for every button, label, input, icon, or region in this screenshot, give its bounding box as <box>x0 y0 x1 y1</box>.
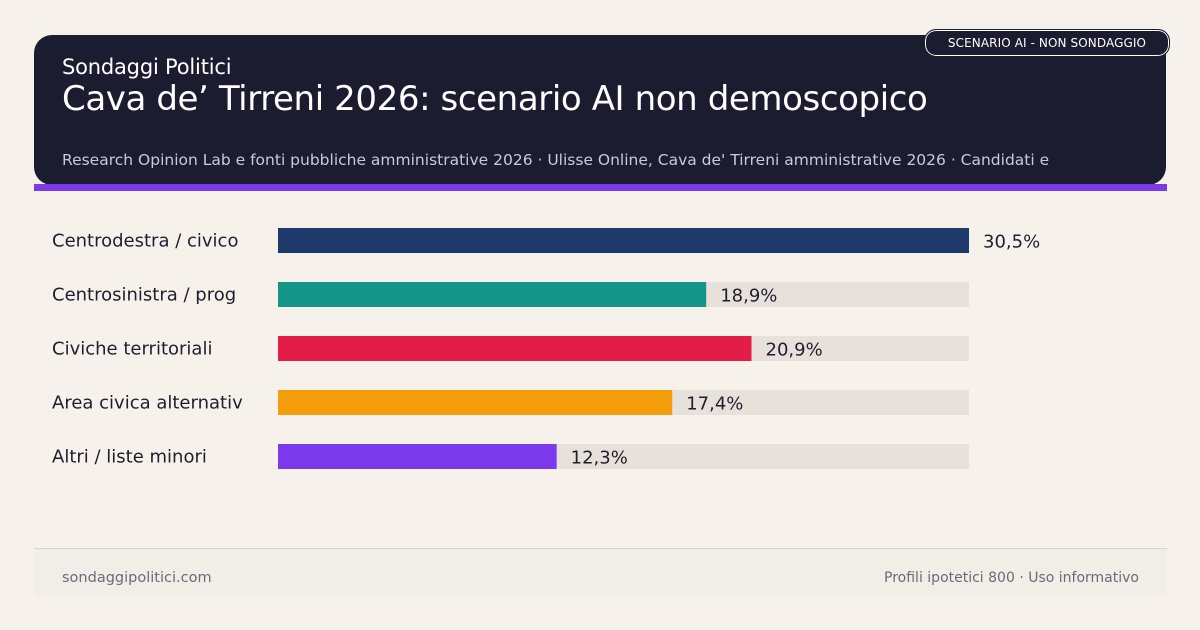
bar <box>278 336 752 361</box>
value-label: 12,3% <box>571 448 628 469</box>
footer-site: sondaggipolitici.com <box>62 570 212 586</box>
value-label: 20,9% <box>766 340 823 361</box>
category-label: Centrodestra / civico <box>52 231 238 252</box>
sources-subtitle: Research Opinion Lab e fonti pubbliche a… <box>62 151 1050 169</box>
scenario-badge: SCENARIO AI - NON SONDAGGIO <box>924 29 1170 57</box>
header-accent-bar <box>34 184 1167 191</box>
category-label: Altri / liste minori <box>52 447 207 468</box>
category-label: Centrosinistra / prog <box>52 285 236 306</box>
bar <box>278 444 557 469</box>
value-label: 30,5% <box>983 232 1040 253</box>
value-label: 17,4% <box>686 394 743 415</box>
header-panel: Sondaggi Politici Cava de’ Tirreni 2026:… <box>34 35 1166 185</box>
bar-chart: Centrodestra / civico 30,5% Centrosinistra… <box>52 228 1040 469</box>
category-label: Civiche territoriali <box>52 339 212 360</box>
bar <box>278 390 673 415</box>
footer: sondaggipolitici.com Profili ipotetici 8… <box>34 548 1167 596</box>
value-label: 18,9% <box>720 286 777 307</box>
page-title: Cava de’ Tirreni 2026: scenario AI non d… <box>62 79 928 119</box>
brand-name: Sondaggi Politici <box>62 55 232 79</box>
bar <box>278 228 969 253</box>
bar <box>278 282 707 307</box>
footer-note: Profili ipotetici 800 · Uso informativo <box>884 570 1139 586</box>
category-label: Area civica alternativ <box>52 393 243 414</box>
